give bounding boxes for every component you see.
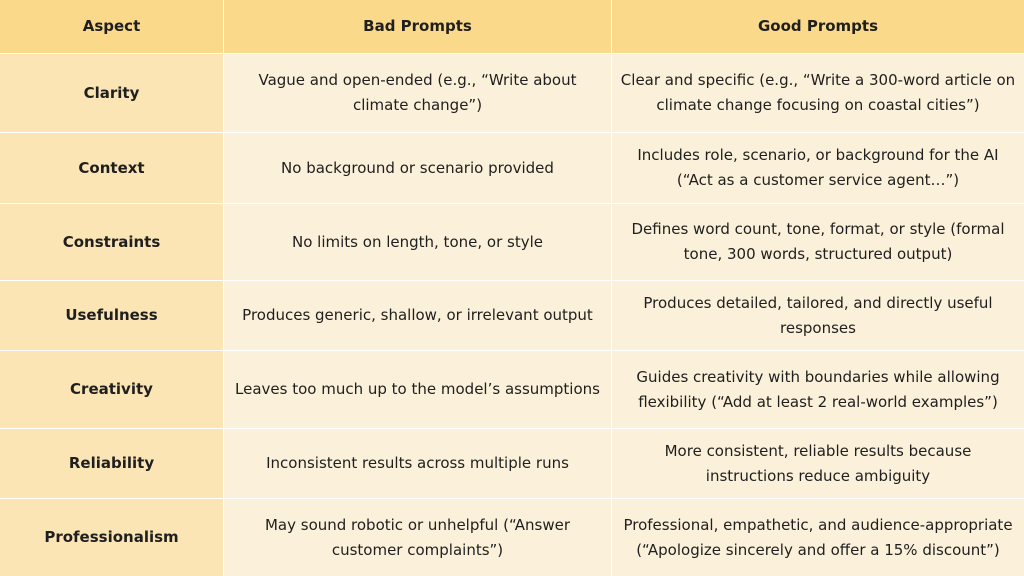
aspect-cell-context: Context — [0, 133, 224, 204]
bad-prompt-cell-usefulness: Produces generic, shallow, or irrelevant… — [224, 281, 612, 351]
good-prompt-cell-professionalism: Professional, empathetic, and audience-a… — [612, 499, 1024, 576]
bad-prompt-cell-creativity: Leaves too much up to the model’s assump… — [224, 351, 612, 429]
good-prompt-cell-usefulness: Produces detailed, tailored, and directl… — [612, 281, 1024, 351]
good-prompt-cell-clarity: Clear and specific (e.g., “Write a 300-w… — [612, 54, 1024, 133]
bad-prompt-cell-context: No background or scenario provided — [224, 133, 612, 204]
header-aspect: Aspect — [0, 0, 224, 54]
aspect-cell-constraints: Constraints — [0, 204, 224, 281]
good-prompt-cell-constraints: Defines word count, tone, format, or sty… — [612, 204, 1024, 281]
bad-prompt-cell-constraints: No limits on length, tone, or style — [224, 204, 612, 281]
aspect-cell-professionalism: Professionalism — [0, 499, 224, 576]
aspect-cell-reliability: Reliability — [0, 429, 224, 499]
header-bad-prompts: Bad Prompts — [224, 0, 612, 54]
aspect-cell-creativity: Creativity — [0, 351, 224, 429]
aspect-cell-usefulness: Usefulness — [0, 281, 224, 351]
bad-prompt-cell-clarity: Vague and open-ended (e.g., “Write about… — [224, 54, 612, 133]
bad-prompt-cell-reliability: Inconsistent results across multiple run… — [224, 429, 612, 499]
aspect-cell-clarity: Clarity — [0, 54, 224, 133]
header-good-prompts: Good Prompts — [612, 0, 1024, 54]
good-prompt-cell-creativity: Guides creativity with boundaries while … — [612, 351, 1024, 429]
good-prompt-cell-context: Includes role, scenario, or background f… — [612, 133, 1024, 204]
bad-prompt-cell-professionalism: May sound robotic or unhelpful (“Answer … — [224, 499, 612, 576]
good-prompt-cell-reliability: More consistent, reliable results becaus… — [612, 429, 1024, 499]
